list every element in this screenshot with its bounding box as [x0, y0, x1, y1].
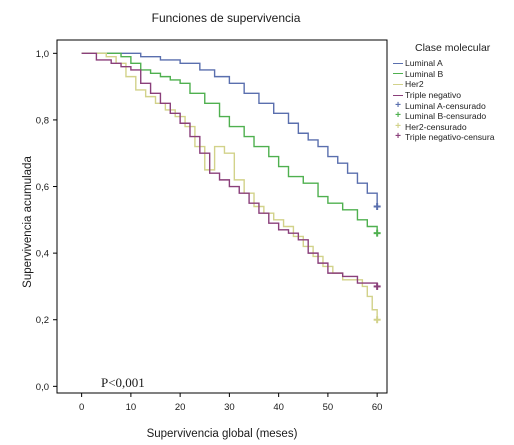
y-tick-label: 0,6: [36, 182, 49, 193]
legend-line-swatch: [393, 73, 403, 75]
legend-item: Triple negativo: [393, 90, 511, 101]
y-tick-label: 0,0: [36, 382, 49, 393]
legend-label: Luminal A: [405, 58, 443, 69]
series-line-luminal-b: [81, 52, 378, 234]
legend-censor-swatch: +: [395, 99, 401, 111]
x-axis-label: Supervivencia global (meses): [147, 428, 298, 440]
legend-line-swatch: [393, 62, 403, 64]
y-axis-ticks: 0,0 0,2 0,4 0,6 0,8 1,0: [36, 49, 57, 393]
legend-items: Luminal A Luminal B Her2 Triple negativo + Lu…: [393, 58, 511, 143]
legend-item: + Her2-censurado: [393, 120, 511, 133]
legend-title: Clase molecular: [415, 42, 491, 54]
censor-marker-her2: [373, 316, 381, 324]
x-tick-label: 0: [79, 402, 84, 413]
legend-censor-swatch: +: [395, 110, 401, 122]
legend-censor-swatch: +: [395, 131, 401, 143]
legend-line-swatch: [393, 94, 403, 96]
y-axis-label: Supervivencia acumulada: [22, 156, 34, 288]
censor-markers: [373, 203, 381, 324]
legend-item: Her2: [393, 79, 511, 90]
legend-label: Luminal B-censurado: [405, 111, 487, 122]
x-tick-label: 30: [224, 402, 235, 413]
y-tick-label: 0,2: [36, 315, 49, 326]
x-tick-label: 10: [126, 402, 137, 413]
x-tick-label: 40: [273, 402, 284, 413]
legend-label: Triple negativo: [405, 90, 462, 101]
legend-label: Luminal B: [405, 68, 444, 79]
legend-item: Luminal B: [393, 69, 511, 80]
y-tick-label: 1,0: [36, 49, 49, 60]
legend-label: Luminal A-censurado: [405, 100, 486, 111]
censor-marker-luminal-b: [373, 229, 381, 237]
plot-area: [56, 39, 388, 394]
x-tick-label: 50: [323, 402, 334, 413]
legend-line-swatch: [393, 83, 403, 85]
series-lines: [81, 52, 378, 320]
legend-censor-swatch: +: [395, 120, 401, 132]
x-tick-label: 20: [175, 402, 186, 413]
y-tick-label: 0,4: [36, 249, 49, 260]
x-axis-ticks: 0 10 20 30 40 50 60: [79, 393, 382, 413]
censor-marker-luminal-a: [373, 203, 381, 211]
legend-label: Triple negativo-censura: [405, 132, 495, 143]
censor-marker-triple-negativo: [373, 282, 381, 290]
legend-item: + Triple negativo-censura: [393, 132, 511, 143]
series-line-triple-negativo: [81, 52, 378, 287]
p-value-annotation: P<0,001: [101, 375, 145, 390]
x-tick-label: 60: [372, 402, 383, 413]
legend: Clase molecular Luminal A Luminal B Her2 Tr…: [393, 42, 511, 143]
chart-title: Funciones de supervivencia: [152, 11, 301, 25]
legend-item: Luminal A: [393, 58, 511, 69]
series-line-luminal-a: [81, 52, 378, 207]
legend-item: + Luminal B-censurado: [393, 111, 511, 122]
legend-item: + Luminal A-censurado: [393, 100, 511, 111]
legend-label: Her2-censurado: [405, 121, 467, 132]
y-tick-label: 0,8: [36, 115, 49, 126]
legend-label: Her2: [405, 79, 424, 90]
